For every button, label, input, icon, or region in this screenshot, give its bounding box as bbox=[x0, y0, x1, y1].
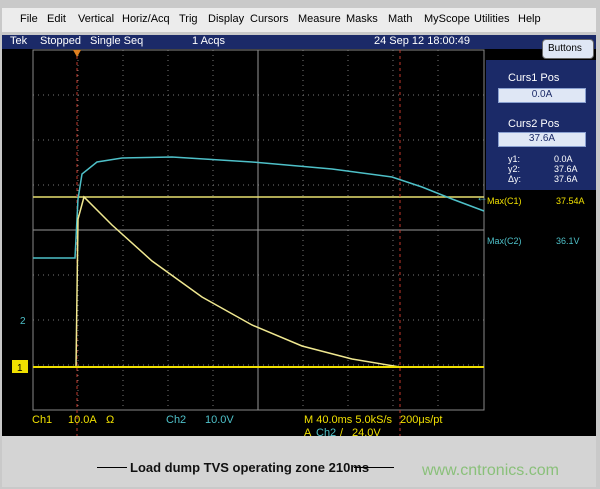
trigger-marker bbox=[73, 50, 81, 57]
menu-item[interactable]: MyScope bbox=[424, 13, 470, 25]
ch2-scale: 10.0V bbox=[205, 414, 234, 426]
status-bar: Tek Stopped Single Seq 1 Acqs 24 Sep 12 … bbox=[2, 35, 596, 49]
trigger-slope: / bbox=[340, 427, 344, 439]
center-axes bbox=[33, 50, 484, 410]
menu-item[interactable]: Utilities bbox=[474, 13, 510, 25]
curs1-value[interactable]: 0.0A bbox=[498, 88, 586, 103]
menu-item[interactable]: Horiz/Acq bbox=[122, 13, 170, 25]
menu-item[interactable]: Cursors bbox=[250, 13, 289, 25]
datetime: 24 Sep 12 18:00:49 bbox=[374, 35, 471, 47]
annotation: Load dump TVS operating zone 210ms bbox=[130, 460, 370, 475]
ch2-offset-arrow: ← bbox=[476, 190, 488, 204]
ch2-marker: 2 bbox=[20, 316, 26, 327]
ch1-scale: 10.0A bbox=[68, 414, 97, 426]
ch1-waveform bbox=[33, 195, 484, 368]
buttons-button[interactable]: Buttons bbox=[542, 39, 594, 59]
readout-label: Δy: bbox=[508, 174, 522, 184]
menu-item[interactable]: Vertical bbox=[78, 13, 115, 25]
acq-state: Stopped bbox=[40, 35, 81, 47]
watermark: www.cntronics.com bbox=[422, 462, 559, 479]
curs2-label: Curs2 Pos bbox=[508, 118, 560, 130]
curs2-value[interactable]: 37.6A bbox=[498, 132, 586, 147]
menu-item[interactable]: Math bbox=[388, 13, 413, 25]
menu-item[interactable]: Edit bbox=[47, 13, 66, 25]
menu-item[interactable]: Help bbox=[518, 13, 541, 25]
timebase: M 40.0ms 5.0kS/s bbox=[304, 414, 393, 426]
menu-item[interactable]: Display bbox=[208, 13, 245, 25]
readout-value: 0.0A bbox=[554, 154, 573, 164]
readout-label: y1: bbox=[508, 154, 521, 164]
measurement-value: 37.54A bbox=[556, 196, 585, 206]
arrow-right bbox=[354, 467, 394, 468]
readout-value: 37.6A bbox=[554, 164, 578, 174]
menu-item[interactable]: Measure bbox=[298, 13, 341, 25]
cursor-panel: Curs1 Pos 0.0A Curs2 Pos 37.6A bbox=[486, 60, 596, 190]
menu-item[interactable]: File bbox=[20, 13, 38, 25]
acq-mode: Single Seq bbox=[90, 35, 144, 47]
measurement-label: Max(C2) bbox=[487, 236, 522, 246]
arrow-left bbox=[97, 467, 127, 468]
resolution: 200μs/pt bbox=[400, 414, 443, 426]
ch1-label: Ch1 bbox=[32, 414, 53, 426]
menu-item[interactable]: Masks bbox=[346, 13, 378, 25]
brand: Tek bbox=[10, 35, 28, 47]
menu-item[interactable]: Trig bbox=[179, 13, 198, 25]
buttons-label: Buttons bbox=[548, 43, 582, 54]
ch2-waveform bbox=[33, 156, 485, 259]
trigger-prefix: A bbox=[304, 427, 312, 439]
readout-value: 37.6A bbox=[554, 174, 578, 184]
ch2-label: Ch2 bbox=[166, 414, 187, 426]
menu-bar: File Edit Vertical Horiz/Acq Trig Display Curs… bbox=[2, 8, 596, 32]
caption-area: Load dump TVS operating zone 210ms www.c… bbox=[2, 436, 596, 487]
waveform-display: ← 1 2 bbox=[12, 49, 488, 436]
graticule-border bbox=[32, 49, 485, 411]
measurement-value: 36.1V bbox=[556, 236, 580, 246]
curs1-label: Curs1 Pos bbox=[508, 72, 560, 84]
ch1-coupling: Ω bbox=[106, 414, 115, 426]
readout-label: y2: bbox=[508, 164, 521, 174]
measurement-label: Max(C1) bbox=[487, 196, 522, 206]
acq-count: 1 Acqs bbox=[192, 35, 226, 47]
ch1-marker: 1 bbox=[17, 363, 23, 374]
ch1-marker-bg bbox=[12, 360, 28, 373]
